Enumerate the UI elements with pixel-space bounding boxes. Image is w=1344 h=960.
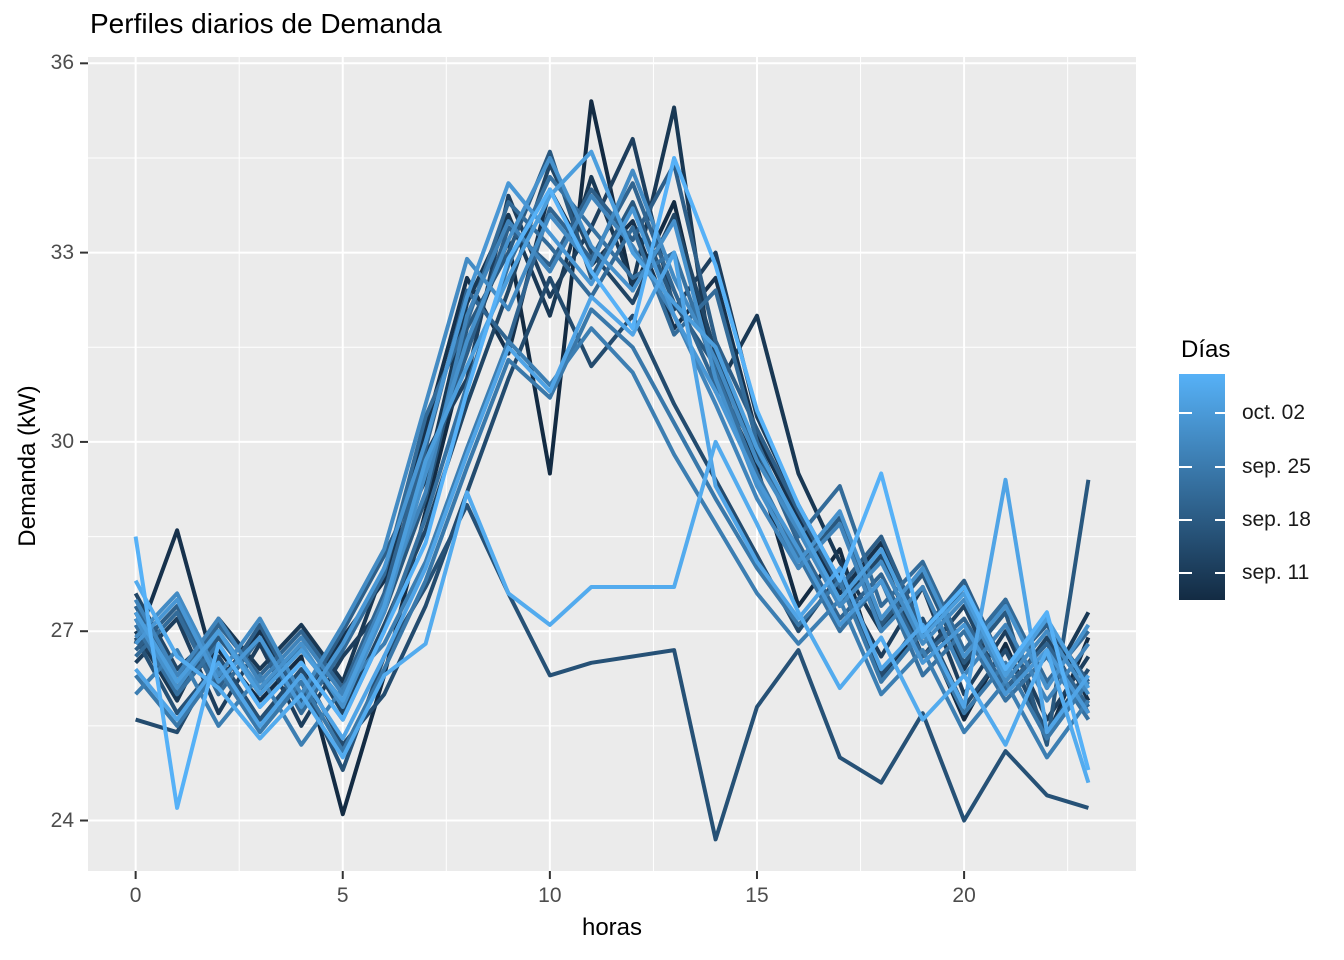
- legend-tick-mark: [1179, 518, 1192, 521]
- y-tick-label: 33: [50, 240, 74, 264]
- y-tick-label: 24: [50, 808, 74, 832]
- series-line-sep-23: [134, 307, 1091, 754]
- series-line-sep-24: [134, 326, 1091, 760]
- x-tick-label: 20: [952, 884, 976, 907]
- legend-tick-mark: [1215, 518, 1225, 521]
- series-line-oct-02: [133, 156, 1091, 810]
- legend-tick-mark: [1215, 466, 1225, 469]
- legend-tick-mark: [1179, 412, 1192, 415]
- legend-tick-mark: [1179, 466, 1192, 469]
- x-tick-label: 15: [745, 884, 769, 907]
- legend-label: sep. 25: [1242, 455, 1311, 479]
- y-tick-label: 30: [50, 429, 74, 453]
- legend-tick-mark: [1179, 571, 1192, 574]
- x-tick-label: 5: [336, 884, 349, 907]
- series-line-sep-29: [133, 149, 1091, 703]
- series-line-sep-27: [133, 156, 1091, 709]
- series-line-sep-28: [134, 181, 1091, 715]
- legend-tick-mark: [1215, 571, 1225, 574]
- y-axis-title: Demanda (kW): [14, 385, 41, 547]
- series-line-oct-01: [133, 439, 1091, 784]
- legend-title: Días: [1181, 336, 1231, 363]
- legend-colorbar: Días oct. 02 sep. 25 sep. 18 sep. 11: [1179, 336, 1344, 616]
- legend-label: oct. 02: [1242, 401, 1306, 425]
- y-tick-label: 36: [50, 51, 74, 75]
- legend-label: sep. 11: [1242, 560, 1310, 584]
- legend-gradient-bar: [1179, 374, 1225, 600]
- x-tick-label: 10: [538, 884, 562, 907]
- plot-title: Perfiles diarios de Demanda: [90, 8, 442, 39]
- series-line-sep-30: [134, 250, 1091, 741]
- x-tick-label: 0: [129, 884, 142, 907]
- x-axis-title: horas: [581, 914, 643, 941]
- legend-label: sep. 18: [1242, 507, 1311, 531]
- legend-tick-mark: [1215, 412, 1225, 415]
- y-tick-label: 27: [50, 619, 74, 643]
